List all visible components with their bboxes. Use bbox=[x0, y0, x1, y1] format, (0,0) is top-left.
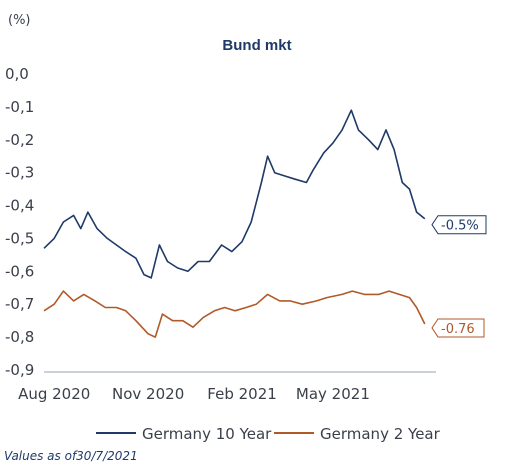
y-tick-label: 0,0 bbox=[5, 65, 29, 83]
legend-item-germany-10y: Germany 10 Year bbox=[96, 425, 272, 443]
x-tick-label: Nov 2020 bbox=[112, 385, 184, 403]
y-tick-label: -0,9 bbox=[5, 361, 34, 379]
y-axis-ticks: 0,0 -0,1 -0,2 -0,3 -0,4 -0,5 -0,6 -0,7 -0,8 -0,9 bbox=[5, 65, 34, 379]
x-axis: Aug 2020 Nov 2020 Feb 2021 May 2021 bbox=[18, 371, 436, 403]
y-tick-label: -0,5 bbox=[5, 229, 34, 247]
chart-title: Bund mkt bbox=[222, 37, 291, 54]
legend: Germany 10 Year Germany 2 Year bbox=[96, 425, 441, 443]
callout-germany-2y: -0.76 bbox=[431, 318, 485, 338]
callout-value: -0.5% bbox=[441, 219, 479, 234]
y-tick-label: -0,3 bbox=[5, 164, 34, 182]
callout-value: -0.76 bbox=[441, 322, 475, 337]
series-line-germany-2y bbox=[43, 290, 426, 338]
x-tick-label: Feb 2021 bbox=[207, 385, 277, 403]
series-lines bbox=[43, 109, 426, 338]
y-tick-label: -0,4 bbox=[5, 197, 34, 215]
unit-label: (%) bbox=[8, 13, 31, 28]
y-tick-label: -0,1 bbox=[5, 98, 34, 116]
footnote: Values as of30/7/2021 bbox=[4, 449, 138, 463]
y-tick-label: -0,7 bbox=[5, 295, 34, 313]
legend-item-germany-2y: Germany 2 Year bbox=[274, 425, 441, 443]
x-tick-label: May 2021 bbox=[296, 385, 370, 403]
x-tick-label: Aug 2020 bbox=[18, 385, 90, 403]
series-line-germany-10y bbox=[43, 109, 426, 279]
end-value-callouts: -0.5% -0.76 bbox=[431, 215, 487, 338]
callout-box bbox=[431, 318, 485, 338]
callout-box bbox=[431, 215, 487, 235]
callout-germany-10y: -0.5% bbox=[431, 215, 487, 235]
y-tick-label: -0,8 bbox=[5, 328, 34, 346]
y-tick-label: -0,6 bbox=[5, 262, 34, 280]
y-tick-label: -0,2 bbox=[5, 131, 34, 149]
legend-label: Germany 10 Year bbox=[142, 425, 272, 443]
legend-label: Germany 2 Year bbox=[320, 425, 441, 443]
